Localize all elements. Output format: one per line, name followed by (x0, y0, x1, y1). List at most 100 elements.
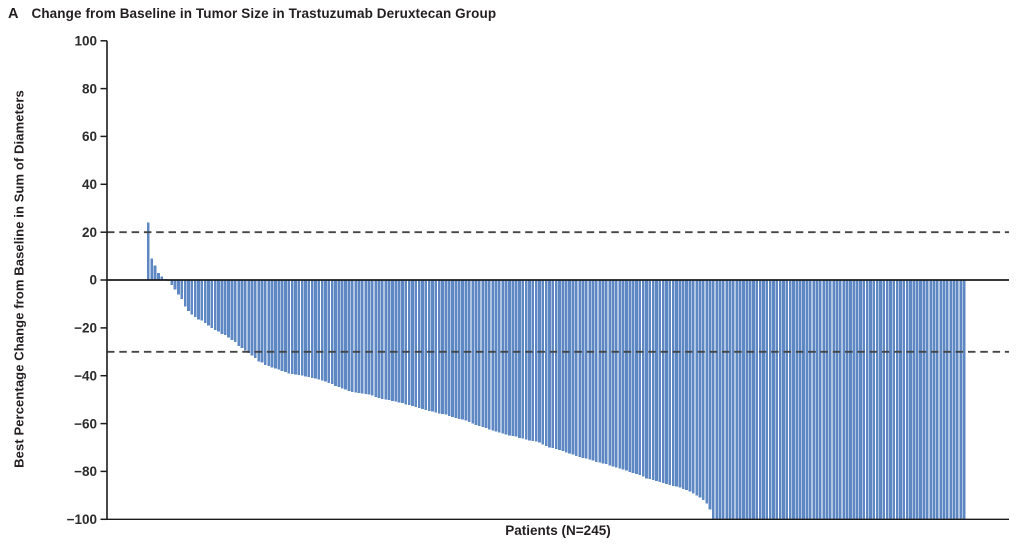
patient-bar (608, 280, 612, 466)
patient-bar (498, 280, 501, 433)
patient-bar (885, 280, 889, 520)
patient-bar (691, 280, 695, 494)
patient-bar (792, 280, 795, 520)
patient-bar (477, 280, 481, 426)
patient-bar (518, 280, 521, 438)
patient-bar (150, 258, 154, 280)
patient-bar (401, 280, 404, 404)
patient-bar (752, 280, 755, 520)
patient-bar (367, 280, 371, 395)
patient-bar (671, 280, 675, 486)
patient-bar (300, 280, 304, 376)
patient-bar (294, 280, 297, 375)
patient-bar (521, 280, 525, 439)
patient-bar (604, 280, 608, 465)
patient-bar (748, 280, 752, 520)
patient-bar (471, 280, 474, 424)
y-tick-label: 20 (82, 225, 97, 240)
patient-bar (417, 280, 421, 408)
patient-bar (524, 280, 528, 440)
patient-bar (678, 280, 682, 488)
y-tick-label: −40 (74, 368, 97, 383)
y-tick-label: −60 (74, 416, 97, 431)
panel-letter: A (8, 6, 19, 22)
patient-bar (919, 280, 922, 520)
patient-bar (701, 280, 705, 501)
patient-bar (935, 280, 939, 520)
patient-bar (233, 280, 237, 343)
patient-bar (635, 280, 638, 474)
patient-bar (615, 280, 618, 468)
y-tick-label: 100 (74, 34, 97, 49)
patient-bar (705, 280, 708, 504)
patient-bar (220, 280, 224, 334)
patient-bar (842, 280, 846, 520)
patient-bar (805, 280, 809, 520)
patient-bar (274, 280, 277, 369)
y-tick-label: 0 (89, 273, 97, 288)
patient-bar (651, 280, 655, 481)
patient-bar (264, 280, 267, 365)
patient-bar (287, 280, 291, 374)
y-tick-label: −100 (67, 512, 97, 527)
patient-bar (464, 280, 468, 421)
patient-bar (451, 280, 454, 417)
patient-bar (768, 280, 772, 520)
patient-bar (317, 280, 321, 380)
patient-bar (541, 280, 545, 445)
patient-bar (775, 280, 779, 520)
patient-bar (782, 280, 785, 520)
patient-bar (762, 280, 765, 520)
patient-bar (755, 280, 759, 520)
patient-bar (183, 280, 187, 307)
patient-bar (147, 222, 150, 280)
patient-bar (818, 280, 822, 520)
patient-bar (280, 280, 284, 371)
patient-bar (444, 280, 448, 415)
figure-title: A Change from Baseline in Tumor Size in … (8, 6, 496, 22)
patient-bar (411, 280, 414, 407)
patient-bar (347, 280, 351, 391)
figure-title-text: Change from Baseline in Tumor Size in Tr… (31, 6, 497, 21)
patient-bar (484, 280, 488, 428)
patient-bar (601, 280, 605, 464)
patient-bar (384, 280, 388, 400)
patient-bar (638, 280, 642, 475)
patient-bar (815, 280, 819, 520)
patient-bar (879, 280, 882, 520)
patient-bar (929, 280, 932, 520)
patient-bar (588, 280, 591, 460)
patient-bar (213, 280, 217, 331)
patient-bar (544, 280, 548, 446)
patient-bar (922, 280, 926, 520)
patient-bar (725, 280, 729, 520)
patient-bar (307, 280, 311, 378)
patient-bar (862, 280, 866, 520)
patient-bar (722, 280, 725, 520)
patient-bar (454, 280, 458, 418)
patient-bar (260, 280, 264, 363)
patient-bar (434, 280, 438, 413)
patient-bar (350, 280, 354, 392)
patient-bar (304, 280, 307, 377)
patient-bar (738, 280, 742, 520)
patient-bar (240, 280, 244, 349)
patient-bar (855, 280, 859, 520)
patient-bar (584, 280, 588, 459)
patient-bar (745, 280, 749, 520)
patient-bar (337, 280, 341, 388)
patient-bar (327, 280, 331, 383)
patient-bar (534, 280, 538, 442)
patient-bar (558, 280, 561, 450)
patient-bar (494, 280, 498, 432)
patient-bar (357, 280, 361, 393)
y-tick-label: 60 (82, 129, 97, 144)
patient-bar (491, 280, 495, 431)
patient-bar (548, 280, 551, 448)
patient-bar (197, 280, 200, 320)
patient-bar (621, 280, 625, 470)
patient-bar (839, 280, 842, 520)
patient-bar (364, 280, 368, 394)
patient-bar (795, 280, 799, 520)
